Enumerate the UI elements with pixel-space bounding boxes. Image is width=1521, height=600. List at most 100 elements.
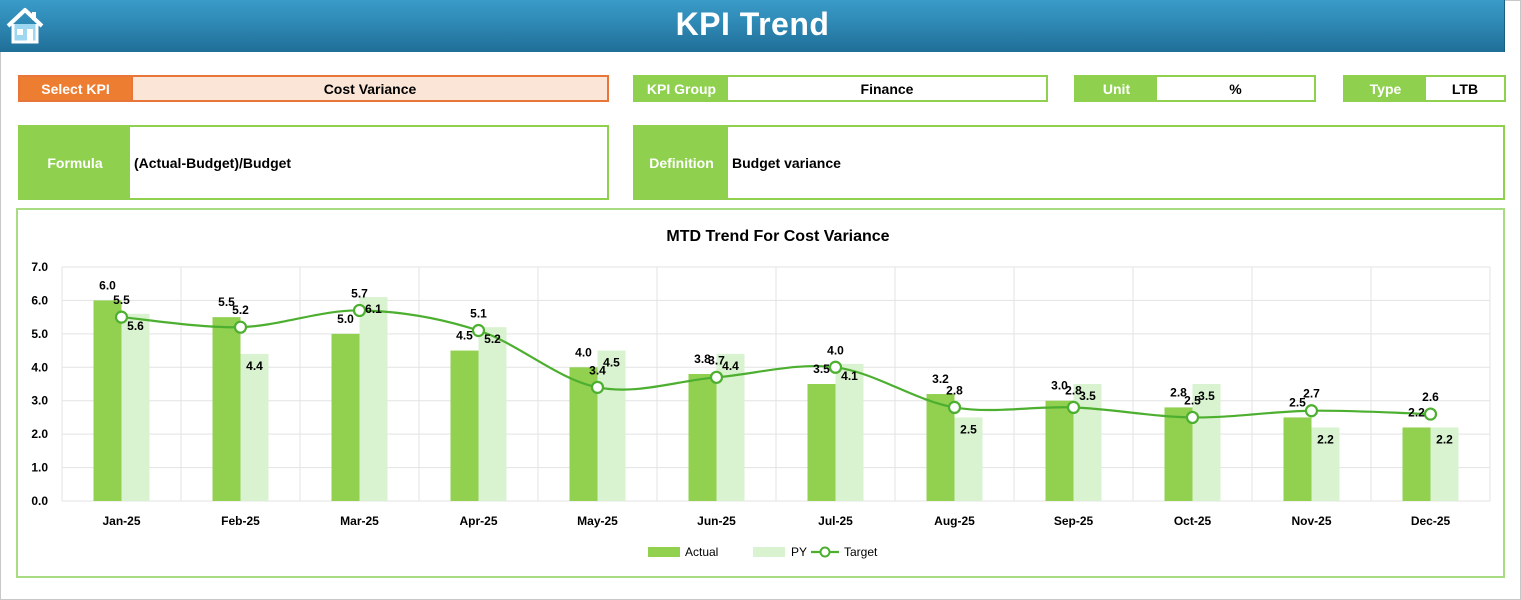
legend-target-label: Target	[844, 545, 878, 559]
bar-py	[359, 297, 388, 501]
data-label-py: 2.2	[1317, 432, 1334, 446]
data-label-actual: 3.5	[813, 362, 830, 376]
bar-py	[1311, 427, 1340, 501]
data-label-target: 5.7	[351, 286, 368, 300]
unit-value: %	[1157, 77, 1314, 100]
x-tick-label: Dec-25	[1411, 514, 1451, 528]
data-label-target: 2.8	[946, 383, 963, 397]
target-marker	[828, 360, 843, 374]
target-marker	[471, 323, 486, 338]
x-tick-label: May-25	[577, 514, 618, 528]
definition-value: Budget variance	[728, 127, 1503, 198]
chart-title: MTD Trend For Cost Variance	[666, 228, 889, 245]
select-kpi-field: Select KPI Cost Variance	[18, 75, 609, 102]
data-label-actual: 2.2	[1408, 405, 1425, 419]
target-marker	[590, 380, 605, 394]
data-label-target: 2.7	[1303, 387, 1320, 401]
bar-py	[121, 313, 150, 501]
x-tick-label: Nov-25	[1291, 514, 1331, 528]
data-label-target: 5.5	[113, 293, 130, 307]
data-label-target: 2.6	[1422, 390, 1439, 404]
y-tick-label: 1.0	[31, 461, 48, 475]
data-label-actual: 2.5	[1289, 395, 1306, 409]
target-marker	[233, 320, 248, 334]
data-label-target: 4.0	[827, 343, 844, 357]
data-label-actual: 5.0	[337, 312, 354, 326]
x-tick-label: Sep-25	[1054, 514, 1094, 528]
data-label-target: 5.1	[470, 307, 487, 321]
definition-field: Definition Budget variance	[633, 125, 1505, 200]
target-marker	[1423, 407, 1438, 421]
y-tick-label: 0.0	[31, 494, 48, 508]
legend-actual-label: Actual	[685, 545, 718, 559]
data-label-py: 3.5	[1079, 389, 1096, 403]
target-marker	[709, 370, 724, 384]
data-label-py: 2.5	[960, 422, 977, 436]
data-label-actual: 5.5	[218, 295, 235, 309]
data-label-actual: 6.0	[99, 278, 116, 292]
kpi-group-value: Finance	[728, 77, 1046, 100]
bar-py	[597, 350, 626, 501]
data-label-target: 5.2	[232, 303, 249, 317]
formula-value: (Actual-Budget)/Budget	[130, 127, 607, 198]
data-label-target: 2.8	[1065, 383, 1082, 397]
target-marker	[1304, 404, 1319, 418]
x-tick-label: Feb-25	[221, 514, 260, 528]
data-label-target: 3.7	[708, 353, 725, 367]
data-label-py: 5.2	[484, 332, 501, 346]
bar-py	[240, 353, 269, 501]
data-label-py: 4.1	[841, 369, 858, 383]
y-tick-label: 7.0	[31, 260, 48, 274]
data-label-py: 4.5	[603, 356, 620, 370]
bar-actual	[688, 373, 717, 501]
bar-py	[1192, 384, 1221, 501]
data-label-actual: 3.8	[694, 352, 711, 366]
type-field: Type LTB	[1343, 75, 1506, 102]
bar-actual	[1283, 417, 1312, 501]
trend-chart: MTD Trend For Cost Variance 0.0 1.0 2.0 3.0 4…	[31, 228, 1491, 559]
unit-field: Unit %	[1074, 75, 1316, 102]
y-tick-label: 6.0	[31, 293, 48, 307]
y-tick-label: 5.0	[31, 327, 48, 341]
bar-actual	[212, 317, 241, 501]
legend-py-label: PY	[791, 545, 807, 559]
x-tick-label: Mar-25	[340, 514, 379, 528]
unit-label: Unit	[1076, 77, 1157, 100]
data-label-actual: 3.0	[1051, 379, 1068, 393]
bar-actual	[1402, 427, 1431, 501]
home-icon[interactable]	[4, 4, 46, 46]
target-marker	[1066, 400, 1081, 414]
y-tick-label: 3.0	[31, 394, 48, 408]
data-label-target: 3.4	[589, 363, 606, 377]
data-label-py: 4.4	[246, 359, 263, 373]
definition-label: Definition	[635, 127, 728, 198]
data-label-actual: 4.0	[575, 345, 592, 359]
select-kpi-label: Select KPI	[20, 77, 131, 100]
bar-py	[835, 363, 864, 501]
bar-actual	[93, 300, 122, 501]
bar-actual	[331, 333, 360, 501]
legend-py-swatch	[753, 547, 785, 557]
select-kpi-dropdown[interactable]: Cost Variance	[131, 77, 607, 100]
data-label-actual: 4.5	[456, 329, 473, 343]
x-tick-label: Apr-25	[459, 514, 497, 528]
bar-actual	[1164, 407, 1193, 501]
header-bar: KPI Trend	[0, 0, 1505, 52]
target-marker	[114, 310, 129, 324]
bar-py	[478, 327, 507, 501]
x-tick-label: Jun-25	[697, 514, 736, 528]
data-label-py: 3.5	[1198, 389, 1215, 403]
target-marker	[947, 400, 962, 414]
target-marker	[352, 303, 367, 318]
formula-label: Formula	[20, 127, 130, 198]
target-marker	[1185, 410, 1200, 425]
type-value: LTB	[1426, 77, 1504, 100]
x-tick-label: Jul-25	[818, 514, 853, 528]
bar-actual	[450, 350, 479, 501]
bar-py	[1430, 427, 1459, 501]
data-label-actual: 3.2	[932, 372, 949, 386]
trend-chart-container: MTD Trend For Cost Variance 0.0 1.0 2.0 3.0 4…	[16, 208, 1505, 578]
data-label-actual: 2.8	[1170, 385, 1187, 399]
y-tick-label: 4.0	[31, 360, 48, 374]
bar-actual	[1045, 400, 1074, 501]
